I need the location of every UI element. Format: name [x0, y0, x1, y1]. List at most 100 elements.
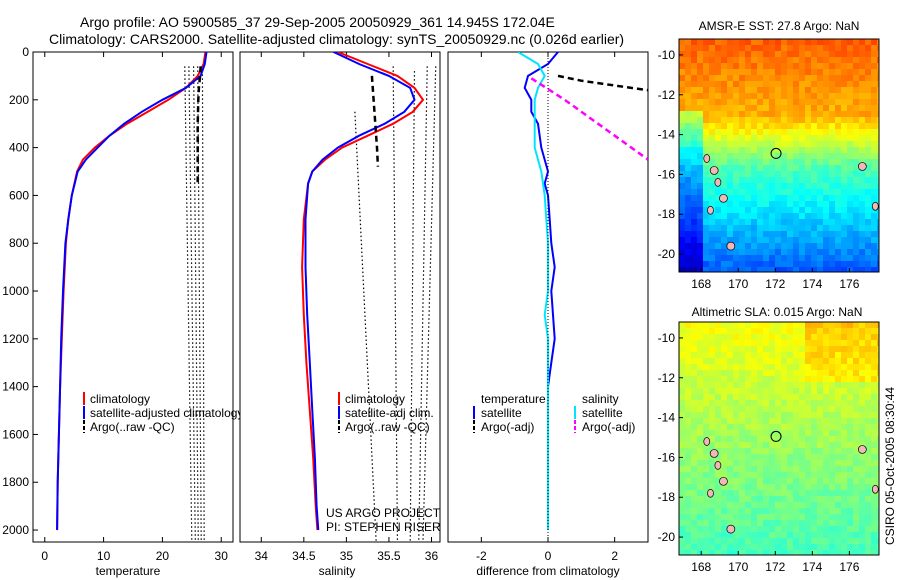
map-cell [781, 406, 788, 413]
map-cell [823, 159, 830, 166]
map-cell [805, 520, 812, 527]
x-tick-label: 34.5 [292, 549, 316, 563]
map-cell [709, 51, 716, 58]
map-cell [721, 550, 728, 555]
map-cell [793, 141, 800, 148]
map-cell [769, 81, 776, 88]
legend-label-climatology: climatology [90, 392, 150, 406]
map-cell [871, 460, 878, 467]
map-cell [823, 382, 830, 389]
map-cell [793, 448, 800, 455]
map-cell [691, 93, 698, 100]
map-cell [751, 111, 758, 118]
map-cell [799, 394, 806, 401]
map-cell [787, 231, 794, 238]
map-cell [853, 424, 860, 431]
map-cell [733, 448, 740, 455]
y-tick-label: 200 [9, 93, 29, 107]
map-cell [757, 111, 764, 118]
map-cell [823, 388, 830, 395]
map-cell [751, 502, 758, 509]
map-cell [685, 69, 692, 76]
map-cell [721, 508, 728, 515]
map-cell [733, 412, 740, 419]
map-cell [835, 460, 842, 467]
map-cell [811, 249, 818, 256]
map-cell [811, 195, 818, 202]
map-cell [727, 478, 734, 485]
map-cell [841, 496, 848, 503]
map-cell [727, 57, 734, 64]
map-cell [805, 39, 812, 46]
map-cell [847, 532, 854, 539]
map-cell [841, 99, 848, 106]
map-cell [775, 183, 782, 190]
map-cell [703, 81, 710, 88]
map-cell [781, 550, 788, 555]
map-cell [763, 117, 770, 124]
map-cell [685, 328, 692, 335]
map-cell [745, 364, 752, 371]
map-cell [721, 328, 728, 335]
island-shape [703, 154, 711, 163]
map-cell [847, 502, 854, 509]
map-cell [703, 364, 710, 371]
map-cell [763, 111, 770, 118]
map-cell [745, 418, 752, 425]
map-cell [727, 177, 734, 184]
y-tick-label: 400 [9, 141, 29, 155]
map-cell [823, 87, 830, 94]
map-cell [823, 165, 830, 172]
map-cell [811, 388, 818, 395]
map-cell [733, 189, 740, 196]
map-cell [697, 213, 704, 220]
map-cell [763, 502, 770, 509]
map-cell [715, 165, 722, 172]
map-cell [715, 382, 722, 389]
map-cell [817, 105, 824, 112]
island-shape [719, 476, 728, 486]
map-cell [703, 93, 710, 100]
map-cell [829, 219, 836, 226]
map-cell [769, 322, 776, 329]
map-cell [763, 442, 770, 449]
y-tick-label: 1400 [2, 380, 29, 394]
map-cell [733, 544, 740, 551]
map-cell [805, 448, 812, 455]
map-cell [871, 51, 878, 58]
map-cell [847, 382, 854, 389]
map-cell [823, 63, 830, 70]
map-cell [757, 394, 764, 401]
map-cell [853, 508, 860, 515]
map-cell [733, 207, 740, 214]
map-cell [721, 442, 728, 449]
map-cell [715, 352, 722, 359]
map-cell [775, 87, 782, 94]
map-cell [835, 147, 842, 154]
map-cell [787, 267, 794, 272]
map-cell [787, 490, 794, 497]
map-cell [739, 261, 746, 268]
map-cell [877, 243, 879, 250]
map-cell [793, 514, 800, 521]
map-cell [817, 472, 824, 479]
map-cell [745, 502, 752, 509]
map-cell [787, 412, 794, 419]
map-cell [721, 376, 728, 383]
map-cell [715, 472, 722, 479]
map-cell [799, 376, 806, 383]
map-cell [847, 201, 854, 208]
map-cell [691, 249, 698, 256]
map-cell [835, 502, 842, 509]
map-cell [745, 370, 752, 377]
map-cell [685, 484, 692, 491]
map-cell [871, 147, 878, 154]
map-cell [829, 484, 836, 491]
map-cell [817, 400, 824, 407]
map-cell [745, 508, 752, 515]
map-cell [817, 201, 824, 208]
map-cell [793, 135, 800, 142]
map-cell [847, 346, 854, 353]
sst-map-frame [678, 38, 880, 273]
map-cell [751, 165, 758, 172]
